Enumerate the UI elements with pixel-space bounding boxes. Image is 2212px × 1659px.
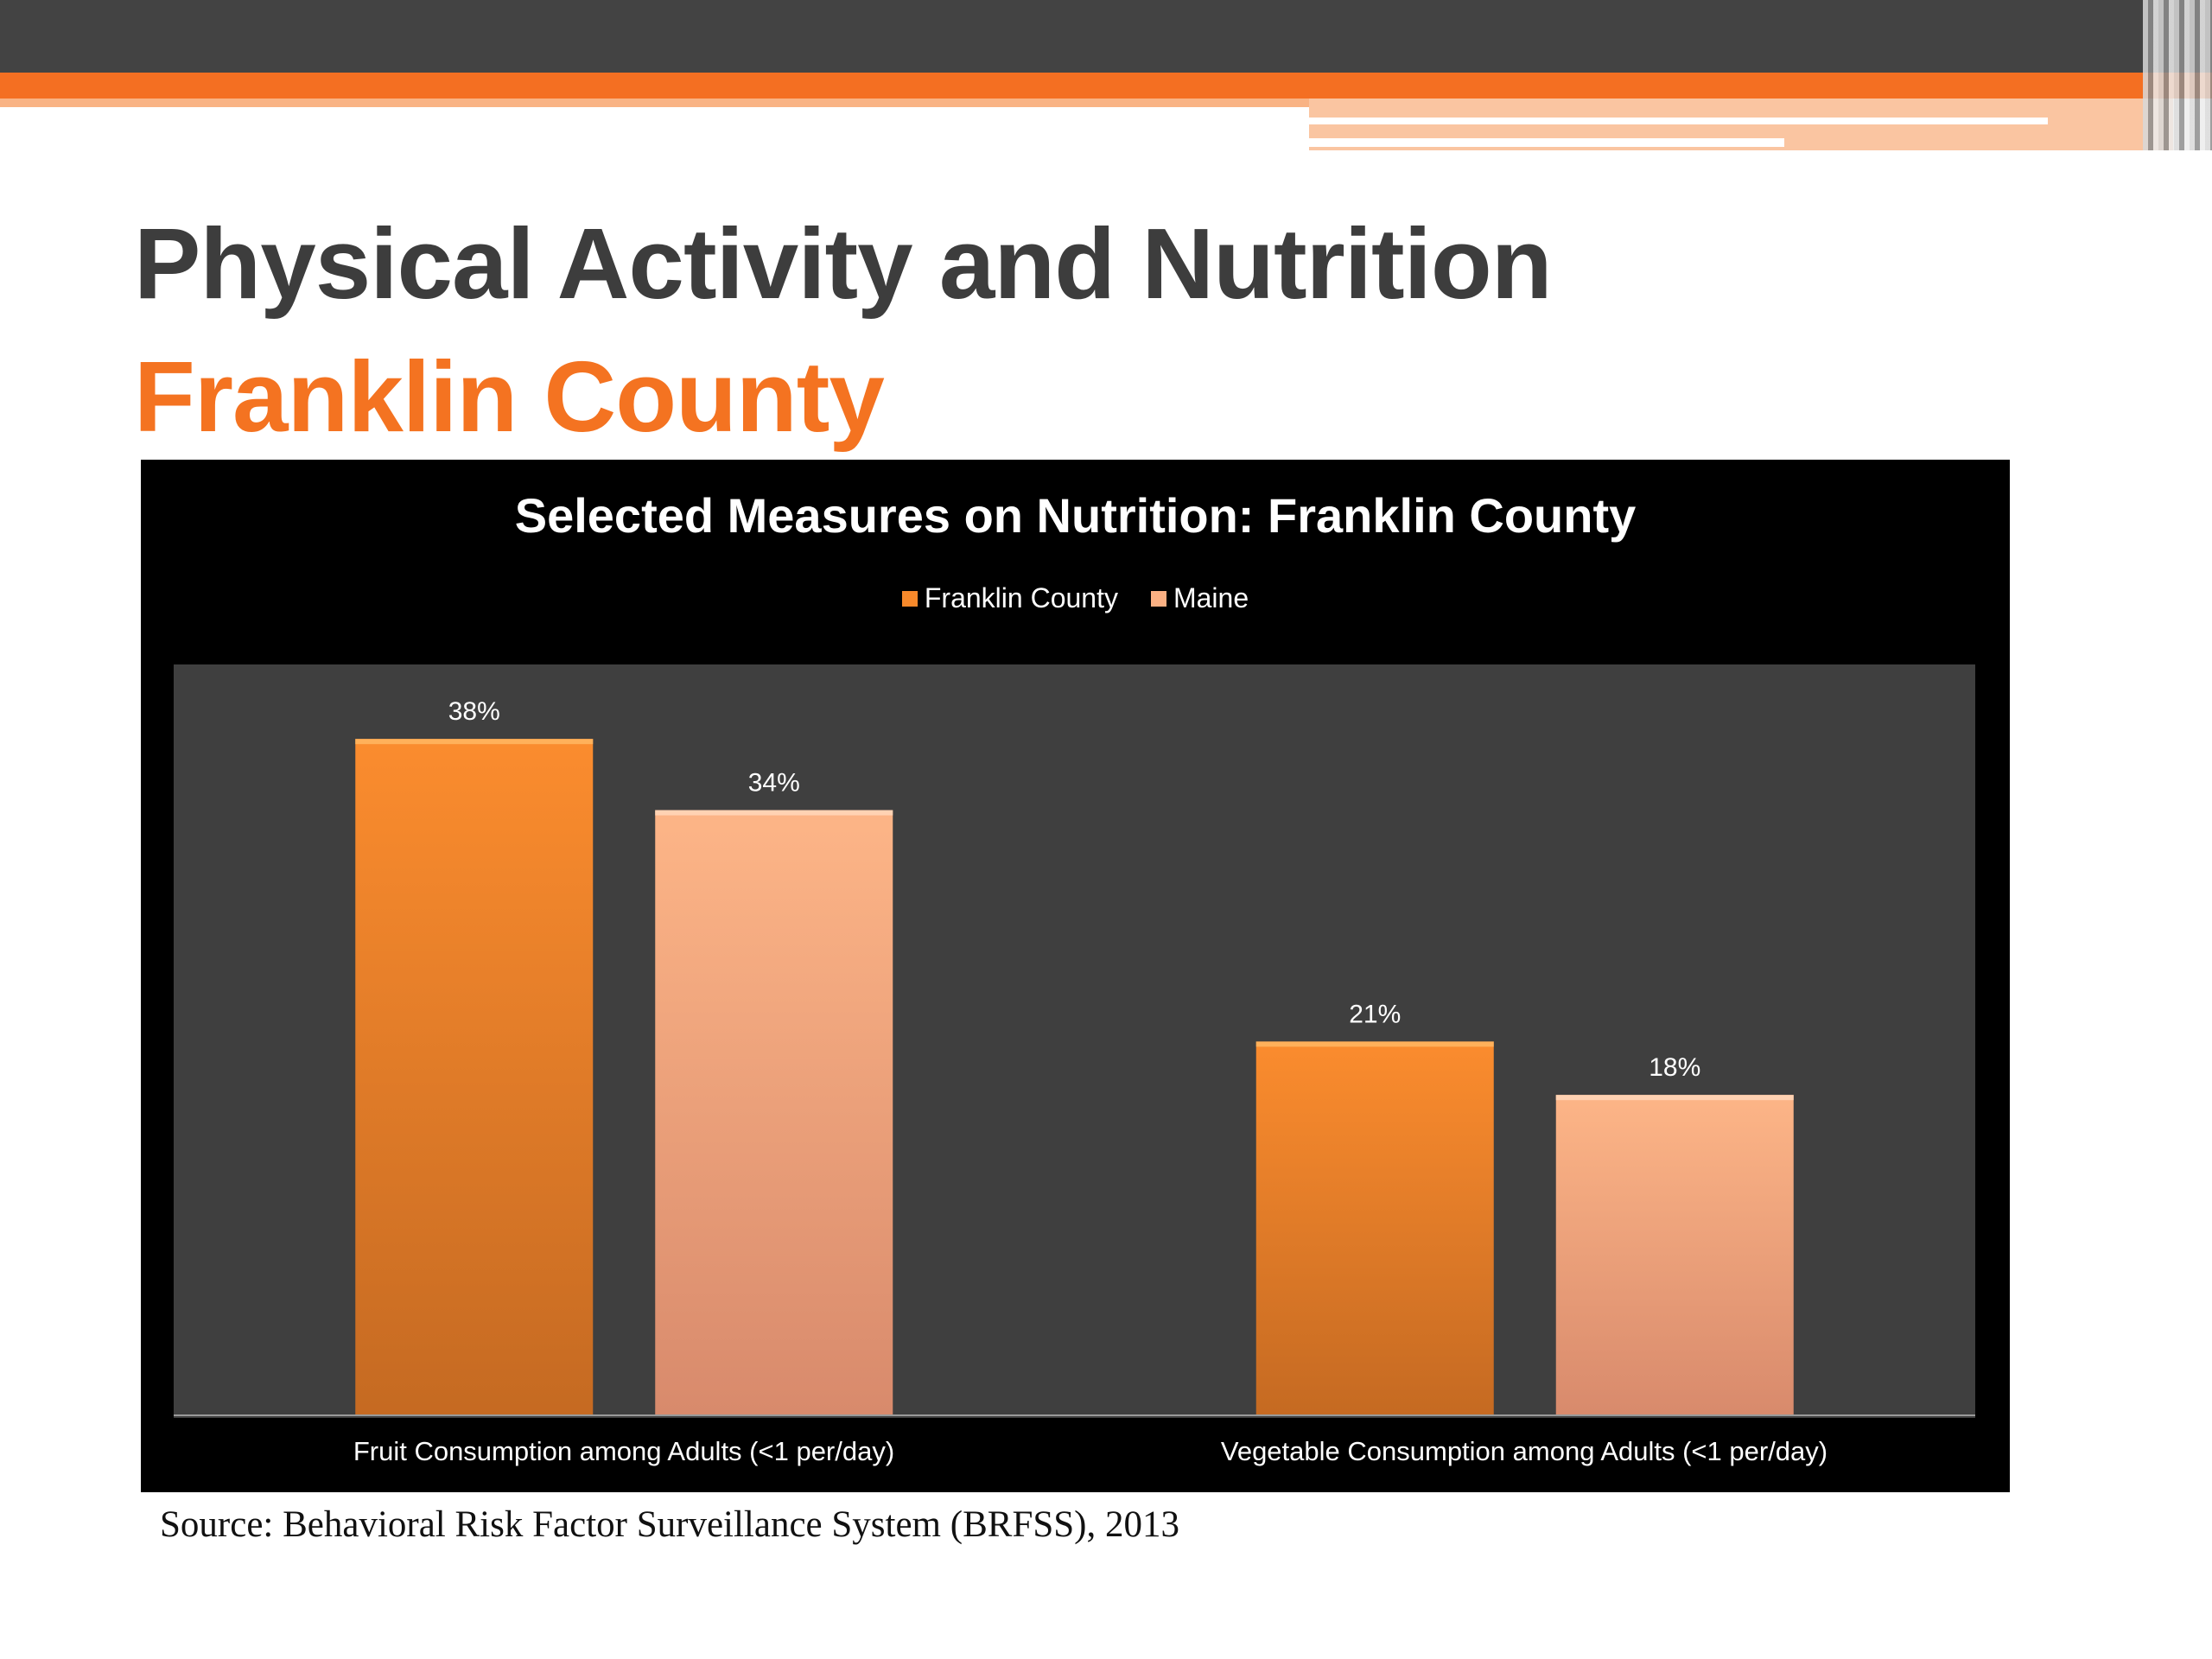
data-label-maine-0: 34% <box>748 769 800 798</box>
bar-franklin-1 <box>1255 1041 1494 1415</box>
top-banner-divider <box>1309 138 1784 147</box>
bar-top-highlight <box>1555 1095 1794 1101</box>
legend-label-maine: Maine <box>1173 582 1249 613</box>
plot-area: 38% 34% 21% 18% <box>174 664 1975 1418</box>
legend-label-franklin: Franklin County <box>924 582 1118 613</box>
top-banner-stripes <box>2143 0 2212 150</box>
slide-title: Physical Activity and Nutrition <box>134 207 1553 320</box>
legend-item-franklin: Franklin County <box>901 582 1118 614</box>
top-banner-dark <box>0 0 2212 73</box>
top-banner-light-strip <box>0 99 1309 107</box>
legend-swatch-franklin <box>901 590 918 607</box>
bar-top-highlight <box>355 739 594 745</box>
data-label-franklin-1: 21% <box>1349 1000 1401 1028</box>
chart-panel: Selected Measures on Nutrition: Franklin… <box>141 460 2010 1492</box>
top-banner-orange <box>0 73 2212 99</box>
data-label-franklin-0: 38% <box>448 697 500 726</box>
bar-maine-0 <box>655 810 893 1415</box>
slide-subtitle: Franklin County <box>134 340 885 453</box>
legend-item-maine: Maine <box>1150 582 1249 614</box>
bar-top-highlight <box>655 810 893 816</box>
bar-franklin-0 <box>355 739 594 1415</box>
legend-swatch-maine <box>1150 590 1166 607</box>
bar-chart: 38% 34% 21% 18% <box>174 697 1975 1416</box>
top-banner-divider <box>1309 118 2048 124</box>
category-label-fruit: Fruit Consumption among Adults (<1 per/d… <box>353 1436 895 1466</box>
data-label-maine-1: 18% <box>1649 1053 1700 1082</box>
bar-top-highlight <box>1255 1041 1494 1047</box>
bar-maine-1 <box>1555 1095 1794 1415</box>
source-note: Source: Behavioral Risk Factor Surveilla… <box>160 1504 1180 1545</box>
chart-legend: Franklin County Maine <box>141 582 2010 614</box>
category-label-vegetable: Vegetable Consumption among Adults (<1 p… <box>1220 1436 1828 1466</box>
chart-title: Selected Measures on Nutrition: Franklin… <box>514 488 1637 543</box>
